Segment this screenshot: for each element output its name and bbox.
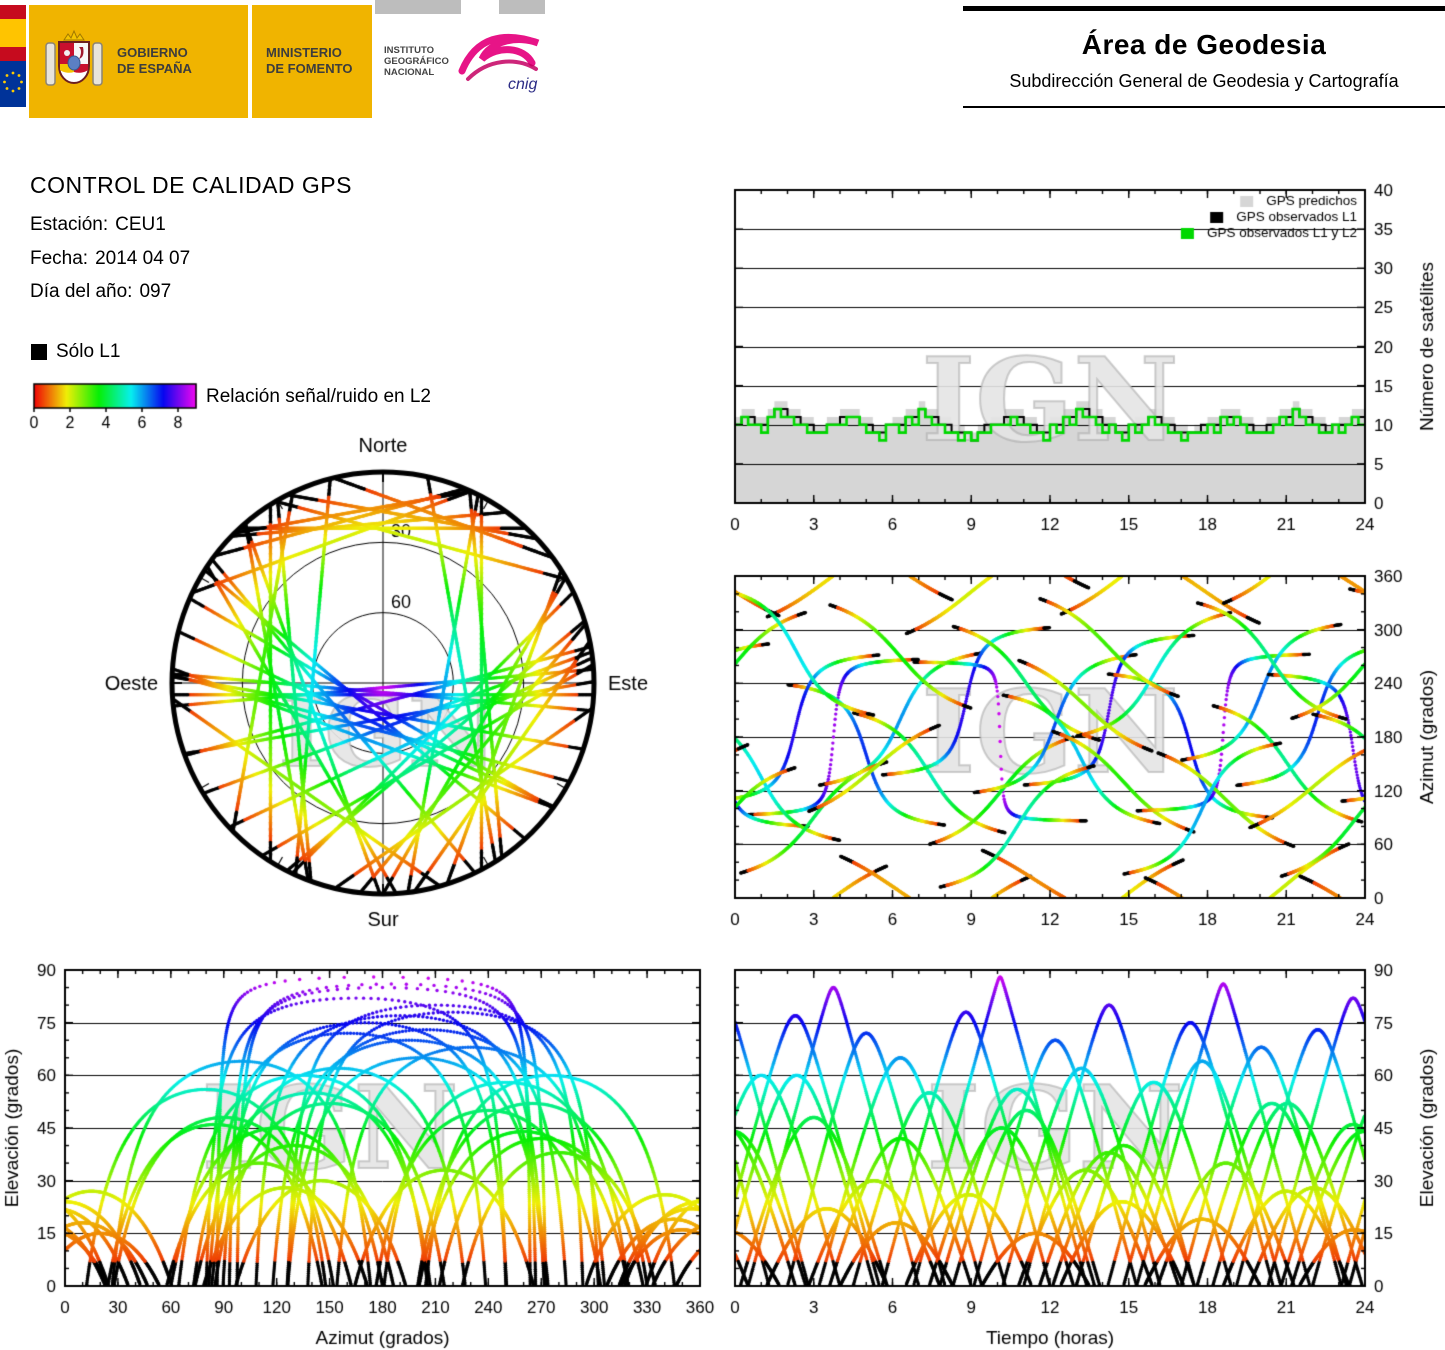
window-fragment bbox=[499, 0, 545, 14]
flag-strip bbox=[0, 5, 26, 107]
ign-line1: INSTITUTO bbox=[384, 45, 434, 56]
ministerio-line1: MINISTERIO bbox=[266, 45, 342, 60]
doy-value: 097 bbox=[139, 281, 172, 302]
date-line: Fecha: 2014 04 07 bbox=[30, 248, 190, 270]
area-title: Área de Geodesia bbox=[1081, 29, 1327, 60]
window-fragment bbox=[375, 0, 461, 14]
eu-flag-icon bbox=[0, 61, 26, 107]
report-title: CONTROL DE CALIDAD GPS bbox=[30, 172, 352, 198]
date-value: 2014 04 07 bbox=[95, 248, 191, 269]
header-rule-bottom bbox=[963, 106, 1445, 108]
ign-line2: GEOGRÁFICO bbox=[384, 56, 449, 67]
gobierno-line1: GOBIERNO bbox=[117, 45, 188, 60]
ministerio-line2: DE FOMENTO bbox=[266, 61, 353, 76]
cnig-text: cnig bbox=[508, 76, 537, 93]
date-label: Fecha: bbox=[30, 248, 89, 269]
skyplot-chart bbox=[95, 432, 655, 937]
elevation-vs-azimuth-chart bbox=[0, 958, 715, 1350]
station-line: Estación: CEU1 bbox=[30, 214, 166, 236]
header-rule-top bbox=[963, 6, 1445, 11]
azimuth-vs-time-chart bbox=[725, 562, 1445, 944]
snr-colorbar bbox=[28, 378, 228, 436]
doy-line: Día del año: 097 bbox=[30, 281, 171, 303]
ministerio-label: MINISTERIO DE FOMENTO bbox=[266, 45, 352, 77]
ign-label: INSTITUTO GEOGRÁFICO NACIONAL bbox=[384, 45, 449, 78]
gobierno-logo-block: GOBIERNO DE ESPAÑA bbox=[29, 5, 248, 118]
area-header: Área de Geodesia Subdirección General de… bbox=[963, 0, 1445, 108]
spain-coat-of-arms-icon bbox=[45, 29, 103, 86]
elevation-vs-time-chart bbox=[725, 958, 1445, 1350]
spain-flag-icon bbox=[0, 5, 26, 61]
satellite-count-chart bbox=[725, 180, 1445, 548]
doy-label: Día del año: bbox=[30, 281, 133, 302]
black-square-icon bbox=[31, 344, 47, 360]
station-value: CEU1 bbox=[115, 214, 166, 235]
ministerio-logo-block: MINISTERIO DE FOMENTO bbox=[252, 5, 372, 118]
solo-l1-legend: Sólo L1 bbox=[31, 341, 120, 363]
cnig-logo-icon: cnig bbox=[458, 33, 540, 93]
gobierno-label: GOBIERNO DE ESPAÑA bbox=[117, 45, 192, 77]
gobierno-line2: DE ESPAÑA bbox=[117, 61, 192, 76]
snr-colorbar-label: Relación señal/ruido en L2 bbox=[206, 386, 431, 407]
solo-l1-label: Sólo L1 bbox=[56, 341, 121, 362]
ign-logo-block: INSTITUTO GEOGRÁFICO NACIONAL cnig bbox=[376, 5, 560, 118]
area-subtitle: Subdirección General de Geodesia y Carto… bbox=[1009, 71, 1399, 91]
station-label: Estación: bbox=[30, 214, 109, 235]
ign-line3: NACIONAL bbox=[384, 67, 435, 78]
